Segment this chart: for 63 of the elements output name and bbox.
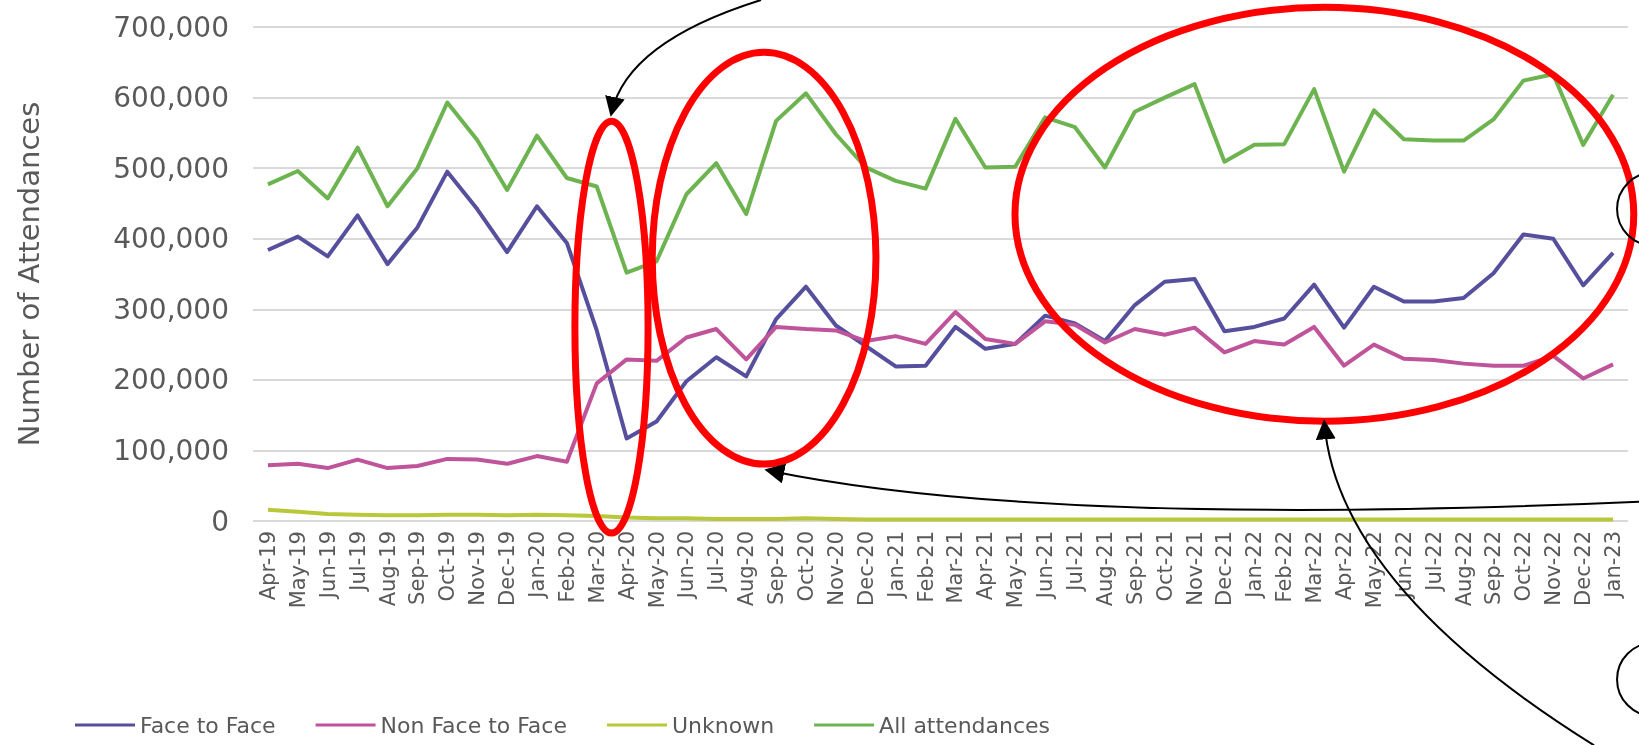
x-tick-label: Dec-19 [495, 531, 520, 606]
x-tick-label: Dec-22 [1571, 531, 1596, 606]
x-tick-label: Dec-20 [853, 531, 878, 606]
x-tick-label: Apr-22 [1332, 531, 1357, 601]
x-tick-label: May-21 [1003, 531, 1028, 609]
x-tick-label: Sep-20 [764, 531, 789, 605]
legend-label: Unknown [671, 712, 775, 738]
x-tick-label: Jan-23 [1601, 531, 1626, 600]
legend-label: Non Face to Face [380, 712, 567, 738]
x-tick-label: Jun-20 [674, 531, 699, 601]
y-tick-label: 600,000 [113, 81, 229, 115]
x-tick-label: Jan-22 [1242, 531, 1267, 600]
x-tick-label: Feb-21 [913, 531, 938, 603]
line-series [265, 72, 1616, 275]
x-tick-label: Sep-19 [405, 531, 430, 605]
x-tick-label: Jun-21 [1033, 531, 1058, 601]
x-tick-label: Jul-22 [1421, 531, 1446, 593]
x-tick-label: Mar-21 [943, 531, 968, 604]
x-tick-label: Jul-19 [345, 531, 370, 593]
line-series [265, 310, 1616, 471]
x-tick-label: Sep-21 [1122, 531, 1147, 605]
x-tick-label: Nov-22 [1541, 531, 1566, 606]
x-tick-label: Aug-21 [1092, 531, 1117, 607]
y-tick-label: 100,000 [113, 433, 229, 467]
x-tick-label: Jun-22 [1391, 531, 1416, 601]
x-tick-label: Nov-20 [823, 531, 848, 606]
x-tick-label: Apr-19 [255, 531, 280, 601]
x-tick-label: Jan-20 [524, 531, 549, 600]
x-tick-label: Feb-20 [554, 531, 579, 603]
x-tick-label: Aug-22 [1451, 531, 1476, 607]
x-tick-label: Mar-22 [1302, 531, 1327, 604]
x-tick-label: Apr-20 [614, 531, 639, 601]
x-tick-label: Oct-22 [1511, 531, 1536, 602]
x-tick-label: Nov-21 [1182, 531, 1207, 606]
x-tick-label: Aug-19 [375, 531, 400, 607]
y-tick-label: 300,000 [113, 292, 229, 326]
x-tick-label: Jan-21 [883, 531, 908, 600]
x-tick-label: Apr-21 [973, 531, 998, 601]
x-tick-label: Aug-20 [734, 531, 759, 607]
x-tick-label: May-19 [285, 531, 310, 609]
x-tick-label: May-20 [644, 531, 669, 609]
line-series [265, 507, 1616, 522]
y-tick-label: 200,000 [113, 363, 229, 397]
x-tick-label: Feb-22 [1272, 531, 1297, 603]
legend-label: All attendances [879, 712, 1051, 738]
legend-label: Face to Face [140, 712, 276, 738]
x-tick-label: Dec-21 [1212, 531, 1237, 606]
y-tick-label: 700,000 [113, 10, 229, 44]
y-tick-label: 400,000 [113, 222, 229, 256]
y-tick-label: 0 [211, 504, 229, 538]
x-tick-label: Oct-20 [793, 531, 818, 602]
line-series [265, 169, 1616, 441]
x-tick-label: Jul-20 [704, 531, 729, 593]
x-tick-label: Mar-20 [584, 531, 609, 604]
x-tick-label: Sep-22 [1481, 531, 1506, 605]
y-axis-title: Number of Attendances [11, 101, 46, 447]
x-tick-label: Oct-19 [435, 531, 460, 602]
x-tick-label: Nov-19 [465, 531, 490, 606]
x-tick-label: Oct-21 [1152, 531, 1177, 602]
x-tick-label: May-22 [1361, 531, 1386, 609]
x-tick-label: Jun-19 [315, 531, 340, 601]
y-tick-label: 500,000 [113, 151, 229, 185]
x-tick-label: Jul-21 [1063, 531, 1088, 593]
